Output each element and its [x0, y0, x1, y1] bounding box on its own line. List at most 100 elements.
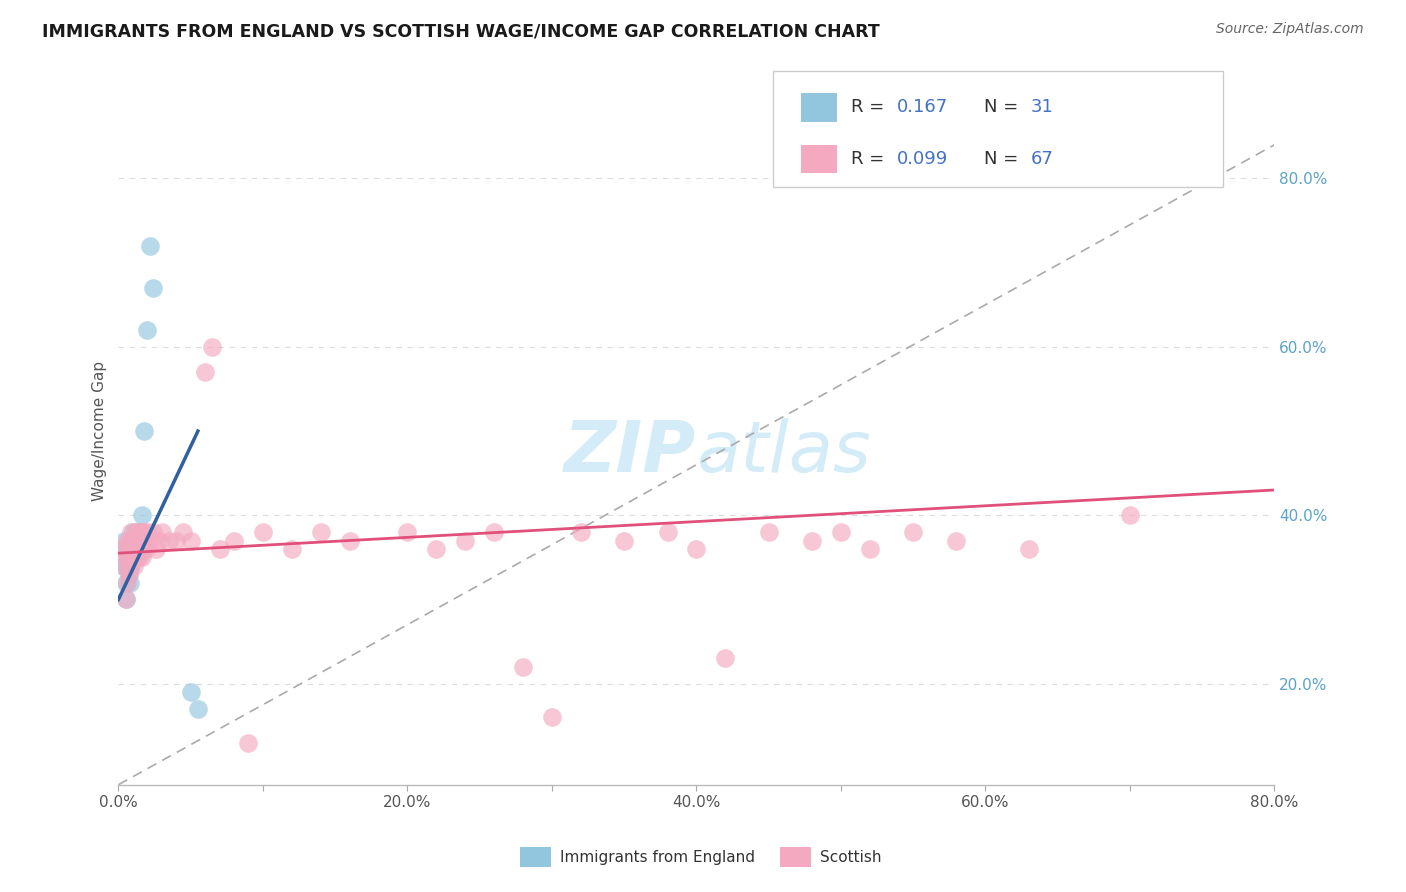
- Point: [118, 558, 141, 573]
- Point: [569, 525, 592, 540]
- Point: [135, 541, 157, 556]
- Point: [187, 702, 209, 716]
- Point: [120, 558, 142, 573]
- Point: [132, 525, 155, 540]
- Point: [122, 533, 145, 548]
- Point: [128, 550, 150, 565]
- Text: Immigrants from England: Immigrants from England: [560, 850, 755, 864]
- Point: [714, 651, 737, 665]
- Point: [118, 533, 141, 548]
- Point: [180, 533, 202, 548]
- Point: [830, 525, 852, 540]
- Point: [541, 710, 564, 724]
- Point: [132, 541, 155, 556]
- Point: [180, 685, 202, 699]
- Point: [115, 575, 138, 590]
- Point: [127, 550, 149, 565]
- Point: [454, 533, 477, 548]
- Point: [124, 550, 146, 565]
- Point: [142, 281, 165, 295]
- Point: [201, 340, 224, 354]
- Point: [128, 525, 150, 540]
- Point: [131, 525, 153, 540]
- Point: [129, 541, 152, 556]
- Point: [115, 550, 138, 565]
- Point: [114, 541, 136, 556]
- Point: [117, 541, 139, 556]
- Point: [157, 533, 180, 548]
- Point: [1119, 508, 1142, 523]
- Point: [112, 533, 135, 548]
- Point: [685, 541, 707, 556]
- Text: 31: 31: [1031, 98, 1053, 116]
- Point: [512, 660, 534, 674]
- Point: [117, 567, 139, 582]
- Point: [131, 525, 153, 540]
- Point: [148, 533, 170, 548]
- Text: R =: R =: [851, 150, 890, 168]
- Point: [122, 541, 145, 556]
- Point: [150, 525, 173, 540]
- Point: [238, 735, 260, 749]
- Y-axis label: Wage/Income Gap: Wage/Income Gap: [93, 361, 107, 501]
- Text: N =: N =: [984, 150, 1024, 168]
- Point: [125, 541, 148, 556]
- Point: [114, 592, 136, 607]
- Point: [134, 424, 156, 438]
- Point: [145, 541, 167, 556]
- Point: [281, 541, 304, 556]
- Point: [165, 533, 187, 548]
- Point: [136, 323, 159, 337]
- Text: R =: R =: [851, 98, 890, 116]
- Point: [945, 533, 967, 548]
- Point: [127, 541, 149, 556]
- Point: [339, 533, 361, 548]
- Point: [129, 533, 152, 548]
- Text: 0.167: 0.167: [897, 98, 948, 116]
- Point: [172, 525, 194, 540]
- Point: [112, 558, 135, 573]
- Point: [396, 525, 419, 540]
- Text: 0.099: 0.099: [897, 150, 948, 168]
- Point: [252, 525, 274, 540]
- Point: [118, 575, 141, 590]
- Point: [801, 533, 824, 548]
- Point: [657, 525, 679, 540]
- Point: [127, 533, 149, 548]
- Point: [127, 525, 149, 540]
- Point: [139, 239, 162, 253]
- Text: 67: 67: [1031, 150, 1053, 168]
- Text: N =: N =: [984, 98, 1024, 116]
- Point: [115, 533, 138, 548]
- Text: ZIP: ZIP: [564, 417, 696, 487]
- Point: [758, 525, 780, 540]
- Point: [114, 575, 136, 590]
- Point: [114, 592, 136, 607]
- Point: [222, 533, 245, 548]
- Point: [111, 558, 134, 573]
- Point: [131, 508, 153, 523]
- Point: [117, 541, 139, 556]
- Point: [139, 533, 162, 548]
- Text: Scottish: Scottish: [820, 850, 882, 864]
- Point: [125, 550, 148, 565]
- Point: [120, 541, 142, 556]
- Point: [118, 550, 141, 565]
- Point: [122, 550, 145, 565]
- Point: [124, 541, 146, 556]
- Point: [901, 525, 924, 540]
- Point: [309, 525, 332, 540]
- Point: [1018, 541, 1040, 556]
- Text: IMMIGRANTS FROM ENGLAND VS SCOTTISH WAGE/INCOME GAP CORRELATION CHART: IMMIGRANTS FROM ENGLAND VS SCOTTISH WAGE…: [42, 22, 880, 40]
- Point: [194, 365, 217, 379]
- Point: [142, 525, 165, 540]
- Text: atlas: atlas: [696, 417, 872, 487]
- Point: [111, 541, 134, 556]
- Point: [425, 541, 447, 556]
- Point: [859, 541, 882, 556]
- Text: Source: ZipAtlas.com: Source: ZipAtlas.com: [1216, 22, 1364, 37]
- Point: [120, 525, 142, 540]
- Point: [128, 541, 150, 556]
- Point: [482, 525, 505, 540]
- Point: [613, 533, 636, 548]
